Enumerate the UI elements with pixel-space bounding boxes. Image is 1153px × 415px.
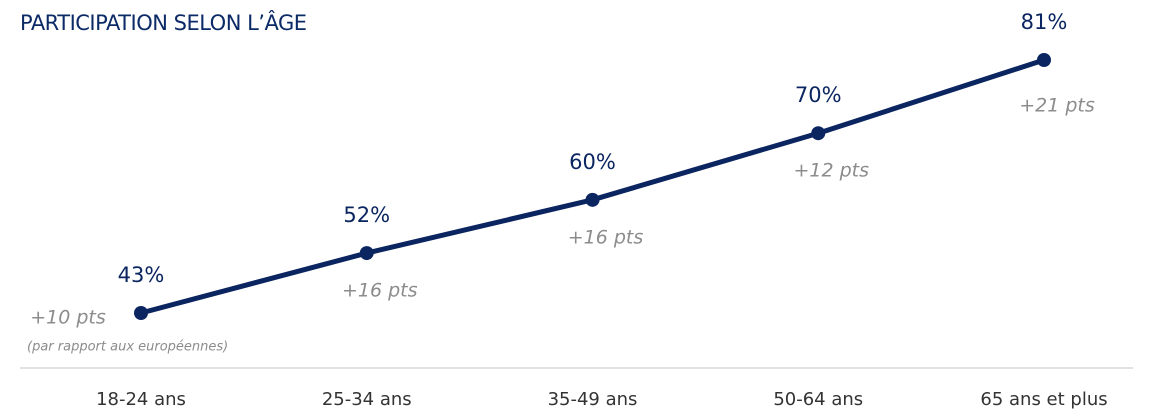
value-label: 70% (795, 83, 842, 107)
line (140, 57, 1045, 316)
annotation: +12 pts (793, 160, 869, 182)
x-tick-label: 50-64 ans (773, 389, 863, 410)
value-label: 81% (1021, 10, 1068, 34)
value-label: 60% (569, 150, 616, 174)
annotation: +21 pts (1019, 95, 1095, 117)
x-tick-label: 25-34 ans (322, 389, 412, 410)
annotation: +16 pts (342, 280, 418, 302)
x-tick-label: 18-24 ans (96, 389, 186, 410)
value-label: 52% (343, 203, 390, 227)
x-tick-label: 65 ans et plus (980, 389, 1107, 410)
point (1037, 53, 1051, 67)
point (134, 306, 148, 320)
x-tick-label: 35-49 ans (548, 389, 638, 410)
annotation: +16 pts (568, 226, 644, 248)
point (811, 126, 826, 141)
point (585, 192, 600, 207)
note: (par rapport aux européennes) (27, 340, 228, 355)
point (359, 246, 374, 261)
annotation: +10 pts (30, 307, 106, 329)
chart-title: PARTICIPATION SELON L’ÂGE (20, 10, 307, 35)
value-label: 43% (118, 263, 165, 287)
